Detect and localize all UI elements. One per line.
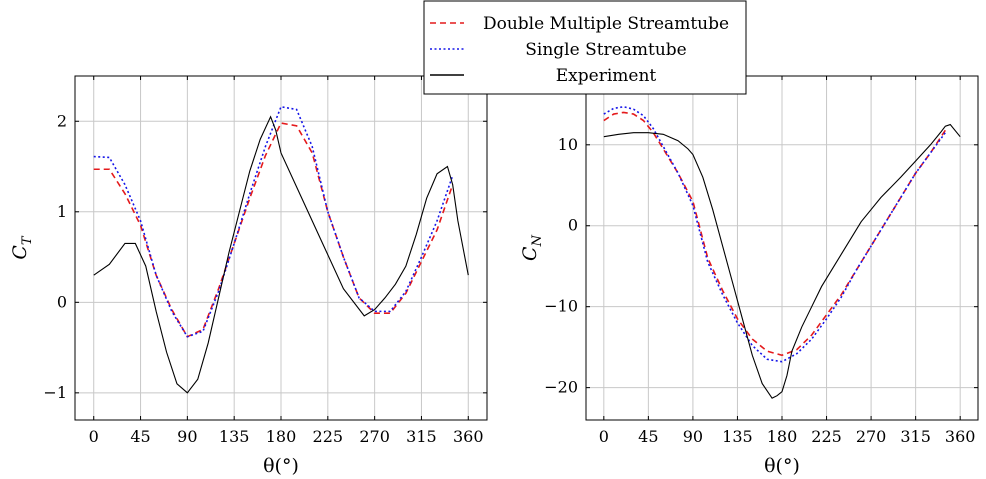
y-tick-label: 0 bbox=[57, 292, 67, 311]
y-axis-label-main: C bbox=[9, 245, 31, 260]
y-tick-label: 0 bbox=[568, 216, 578, 235]
series-line-ss bbox=[93, 105, 454, 338]
legend-label-ss: Single Streamtube bbox=[525, 40, 686, 60]
y-tick-label: −1 bbox=[43, 383, 67, 402]
y-axis-label: CN bbox=[519, 234, 545, 261]
series-line-experiment bbox=[603, 123, 961, 399]
y-axis-label-main: C bbox=[519, 246, 541, 261]
y-tick-label: 1 bbox=[57, 202, 67, 221]
x-tick-label: 360 bbox=[945, 427, 976, 446]
y-axis-label-sub: N bbox=[530, 234, 545, 247]
x-tick-label: 225 bbox=[811, 427, 842, 446]
series-line-dms bbox=[93, 122, 454, 338]
x-axis-label: θ(°) bbox=[263, 455, 299, 477]
legend-label-experiment: Experiment bbox=[556, 66, 657, 86]
x-tick-label: 180 bbox=[266, 427, 297, 446]
x-tick-label: 135 bbox=[722, 427, 753, 446]
grid-ct bbox=[75, 76, 487, 420]
x-tick-label: 0 bbox=[599, 427, 609, 446]
chart-ct: 0 45 90 135 180 225 270 315 360 −1 0 1 2 θ(°) CT bbox=[9, 75, 488, 477]
series-line-experiment bbox=[93, 115, 469, 394]
x-tick-label: 45 bbox=[638, 427, 658, 446]
x-axis-label: θ(°) bbox=[764, 455, 800, 477]
y-tick-label: −20 bbox=[544, 378, 578, 397]
x-tick-label: 45 bbox=[130, 427, 150, 446]
x-tick-label: 180 bbox=[767, 427, 798, 446]
legend-box bbox=[423, 0, 747, 95]
x-tick-label: 270 bbox=[856, 427, 887, 446]
x-tick-label: 90 bbox=[177, 427, 197, 446]
y-axis-label: CT bbox=[9, 235, 35, 260]
x-tick-label: 315 bbox=[900, 427, 931, 446]
x-tick-label: 270 bbox=[359, 427, 390, 446]
x-tick-label: 90 bbox=[683, 427, 703, 446]
x-tick-label: 315 bbox=[406, 427, 437, 446]
x-tick-label: 0 bbox=[89, 427, 99, 446]
series-group-ct bbox=[93, 105, 469, 394]
series-line-dms bbox=[603, 111, 946, 357]
y-tick-label: 2 bbox=[57, 111, 67, 130]
series-line-ss bbox=[603, 105, 946, 363]
y-tick-label: 10 bbox=[558, 135, 578, 154]
series-group-cn bbox=[603, 105, 961, 399]
y-axis-label-sub: T bbox=[20, 235, 35, 245]
x-tick-label: 135 bbox=[219, 427, 250, 446]
y-tick-label: −10 bbox=[544, 297, 578, 316]
x-tick-label: 225 bbox=[313, 427, 344, 446]
legend-label-dms: Double Multiple Streamtube bbox=[483, 14, 729, 34]
x-tick-label: 360 bbox=[453, 427, 484, 446]
chart-cn: 0 45 90 135 180 225 270 315 360 −20 −10 0 10 θ(°) CN bbox=[519, 75, 979, 477]
legend: Double Multiple Streamtube Single Streamt… bbox=[423, 0, 747, 95]
grid-cn bbox=[586, 76, 978, 420]
